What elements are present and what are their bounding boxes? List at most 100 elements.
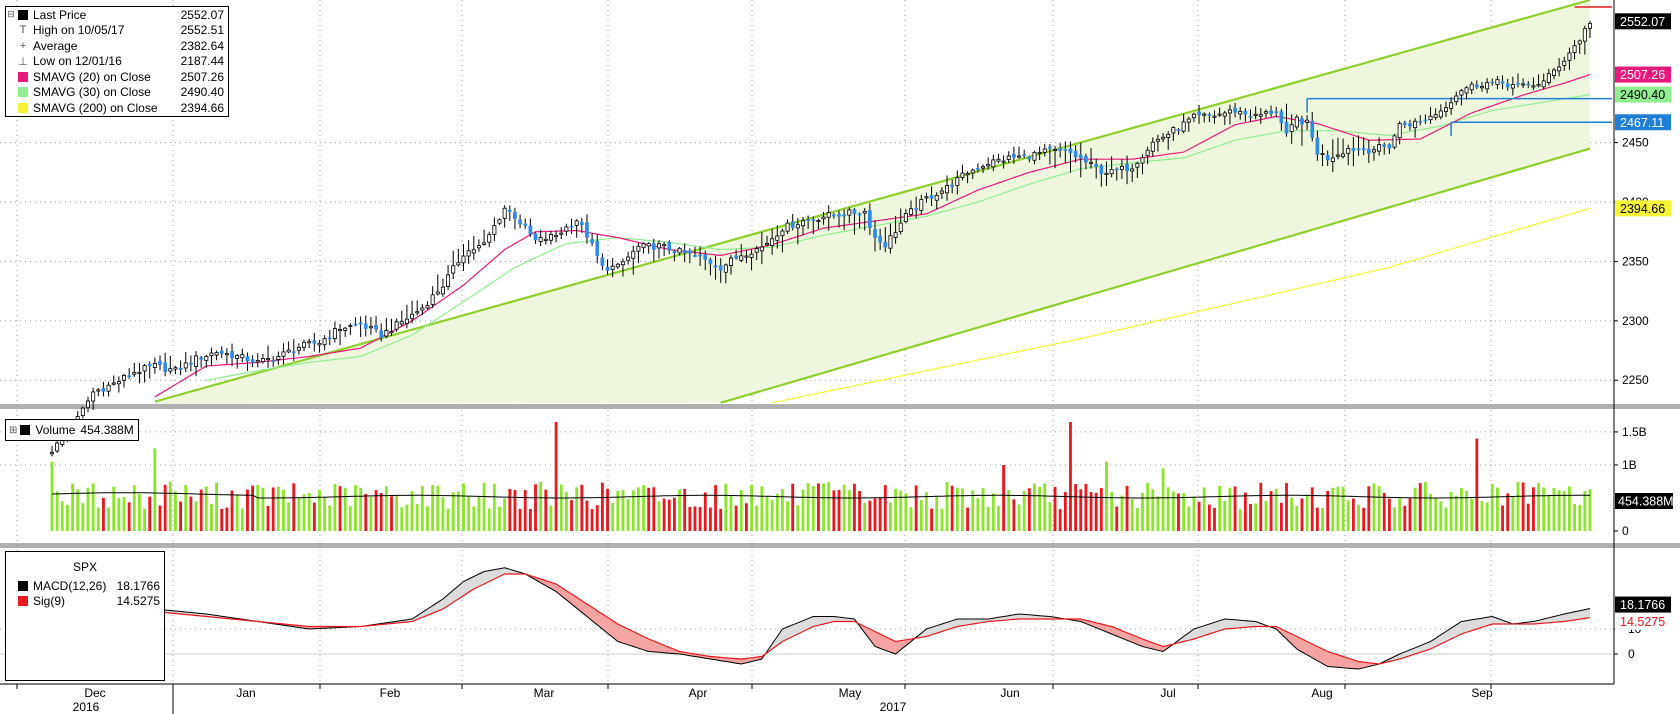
- candle-body: [260, 358, 265, 363]
- volume-bar: [1511, 496, 1515, 531]
- candle-body: [492, 225, 497, 235]
- volume-bar: [1074, 484, 1078, 531]
- volume-bar: [986, 506, 990, 531]
- volume-bar: [282, 489, 285, 531]
- candle-body: [276, 356, 281, 360]
- candle-body: [1459, 90, 1464, 96]
- candle-body: [435, 291, 440, 295]
- legend-value: 2552.51: [180, 23, 224, 38]
- legend-value: 18.1766: [116, 578, 160, 593]
- x-month-label: Apr: [689, 686, 708, 700]
- candle-body: [307, 341, 312, 344]
- volume-bar: [312, 502, 316, 531]
- volume-bar: [1429, 493, 1432, 531]
- volume-bar: [307, 492, 311, 531]
- volume-bar: [467, 495, 471, 531]
- candle-body: [1078, 154, 1083, 159]
- candle-body: [939, 190, 944, 194]
- volume-bar: [487, 508, 491, 531]
- volume-bar: [863, 502, 867, 531]
- volume-bar: [647, 487, 651, 531]
- candle-body: [749, 253, 754, 258]
- candle-body: [86, 400, 91, 409]
- collapse-toggle-icon[interactable]: ⊟: [7, 9, 15, 20]
- candle-body: [641, 243, 646, 249]
- candle-body: [1438, 110, 1443, 118]
- volume-bar: [1377, 486, 1381, 531]
- volume-bar: [1315, 507, 1319, 531]
- candle-body: [178, 367, 183, 370]
- volume-bar: [1300, 498, 1304, 531]
- price-tag-bg: [1615, 114, 1671, 131]
- volume-bar: [883, 485, 887, 531]
- volume-legend-value: 454.388M: [80, 423, 134, 437]
- candle-body: [1130, 168, 1135, 172]
- volume-bar: [1156, 496, 1160, 531]
- legend-row: SMAVG (30) on Close 2490.40: [6, 85, 228, 101]
- volume-bar: [1058, 509, 1062, 531]
- volume-bar: [873, 498, 877, 531]
- volume-bar: [1007, 489, 1011, 531]
- price-tag-bg: [1615, 66, 1671, 83]
- candle-body: [50, 452, 54, 455]
- volume-bar: [827, 482, 831, 531]
- volume-bar: [714, 485, 717, 531]
- candle-body: [1068, 148, 1073, 154]
- candle-body: [1238, 110, 1243, 115]
- candle-body: [929, 195, 934, 199]
- volume-bar: [1269, 491, 1273, 531]
- candle-body: [91, 391, 96, 402]
- volume-bar: [1259, 482, 1263, 531]
- candle-body: [687, 250, 692, 254]
- candle-body: [266, 358, 271, 361]
- volume-bar: [1326, 491, 1330, 531]
- expand-toggle-icon[interactable]: ⊞: [9, 424, 18, 436]
- candle-body: [1387, 144, 1392, 149]
- legend-label: Sig(9): [33, 594, 66, 609]
- volume-bar: [955, 487, 959, 531]
- volume-bar: [760, 486, 764, 531]
- candle-body: [513, 211, 517, 219]
- volume-bar: [112, 486, 116, 531]
- volume-bar: [1562, 491, 1566, 531]
- candle-body: [579, 221, 584, 226]
- volume-bar: [1568, 486, 1571, 531]
- candle-body: [1227, 109, 1232, 114]
- legend-row: SMAVG (20) on Close 2507.26: [6, 69, 228, 85]
- volume-bar: [518, 508, 522, 531]
- candle-body: [976, 167, 980, 170]
- candle-body: [440, 286, 445, 295]
- candle-body: [1037, 151, 1042, 154]
- candle-body: [240, 354, 245, 359]
- candle-body: [1305, 119, 1310, 123]
- legend-value: 2394.66: [180, 100, 224, 115]
- volume-bar: [1094, 492, 1098, 531]
- legend-value: 14.5275: [116, 594, 160, 609]
- candle-body: [816, 219, 821, 222]
- volume-bar: [817, 483, 820, 531]
- macd-fill-segment: [1240, 620, 1246, 628]
- candle-body: [991, 159, 996, 168]
- volume-bar: [431, 485, 435, 531]
- candle-body: [713, 265, 718, 268]
- candle-body: [1443, 107, 1448, 112]
- candle-body: [605, 266, 610, 271]
- candle-body: [487, 234, 492, 243]
- candle-body: [610, 265, 615, 270]
- candle-body: [168, 368, 173, 372]
- volume-bar: [1202, 487, 1206, 531]
- candle-body: [1109, 169, 1114, 175]
- volume-bar: [1043, 483, 1047, 531]
- volume-bar: [899, 490, 903, 531]
- candle-body: [1541, 80, 1546, 88]
- volume-bar: [1207, 504, 1211, 531]
- volume-bar: [1485, 502, 1489, 531]
- volume-bar: [1357, 504, 1360, 531]
- volume-bar: [1063, 492, 1067, 531]
- candle-body: [1063, 149, 1068, 151]
- volume-bar: [636, 487, 640, 531]
- candle-body: [420, 307, 425, 311]
- volume-bar: [266, 506, 270, 531]
- volume-bar: [1465, 490, 1468, 531]
- volume-bar: [575, 487, 579, 531]
